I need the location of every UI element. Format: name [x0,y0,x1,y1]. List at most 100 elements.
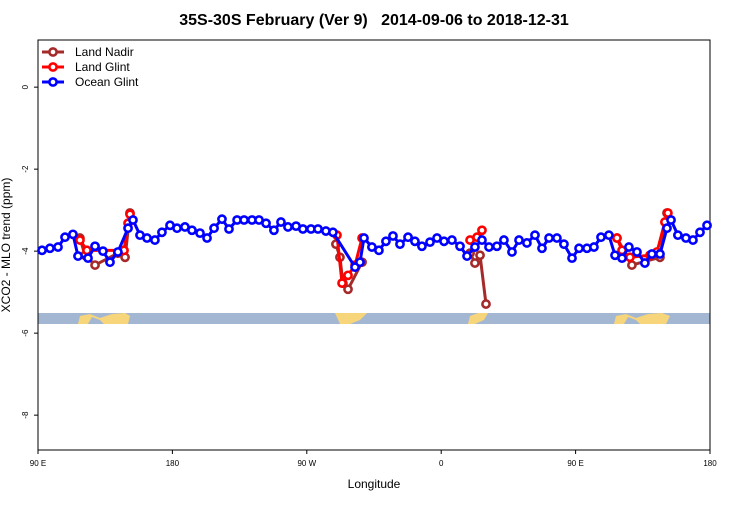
point [666,215,676,225]
point [123,223,133,234]
y-tick-label: -6 [21,329,30,337]
point [142,233,152,243]
y-tick-label: -4 [21,247,30,255]
point [355,257,365,268]
point [195,228,205,239]
point [477,225,487,236]
point [343,270,353,281]
point [261,218,271,229]
point [439,236,449,247]
point [105,257,115,268]
point [313,224,323,234]
point [37,245,47,256]
point [337,278,347,289]
point [269,225,279,236]
point [83,253,93,264]
point [470,242,480,252]
point [90,241,100,252]
point [410,236,420,247]
point [552,233,562,243]
point [530,230,540,241]
point [492,241,502,252]
point [172,223,182,234]
point [672,230,683,241]
map-strip [38,313,710,324]
point [639,258,650,268]
legend-marker [48,47,58,57]
point [499,235,509,245]
point [470,258,480,268]
point [73,251,83,261]
point [112,247,123,257]
point [702,220,712,231]
point [574,243,584,254]
point [544,233,554,243]
point [625,252,635,263]
point [239,215,249,225]
x-tick-label: 90 W [297,459,316,468]
point [209,223,219,234]
point [75,235,85,245]
point [359,233,369,243]
x-tick-label: 90 E [30,459,46,468]
point [388,231,398,241]
x-tick-label: 90 E [567,459,583,468]
point [647,249,657,259]
point [128,215,138,225]
point [45,243,55,254]
point [688,235,698,245]
point [68,229,78,240]
point [596,232,606,243]
point [374,245,384,256]
legend-label: Ocean Glint [75,75,139,89]
x-axis-label: Longitude [348,477,401,491]
point [655,249,665,259]
point [604,230,614,241]
legend-label: Land Nadir [75,45,134,59]
point [98,246,108,257]
point [462,251,472,261]
point [537,243,547,254]
point [559,239,569,250]
point [298,224,308,234]
point [283,222,293,232]
point [276,217,286,227]
chart-title: 35S-30S February (Ver 9) 2014-09-06 to 2… [179,12,569,29]
point [403,232,413,243]
point [589,242,599,252]
point [612,233,622,243]
x-tick-label: 0 [439,459,444,468]
point [624,242,634,252]
point [632,247,642,257]
y-tick-label: 0 [21,84,30,89]
point [53,242,63,252]
plot-frame [37,39,711,451]
point [381,236,391,247]
point [328,227,338,238]
y-tick-label: -8 [21,411,30,419]
point [567,253,577,264]
point [484,242,494,252]
point [455,241,465,252]
point [447,235,457,245]
point [477,235,487,245]
y-axis-label: XCO2 - MLO trend (ppm) [0,178,13,313]
point [481,299,491,309]
point [157,227,167,238]
point [395,239,405,250]
point [626,260,637,270]
point [343,284,353,295]
point [417,241,427,252]
point [150,235,160,245]
x-tick-label: 180 [166,459,180,468]
point [695,227,705,238]
point [187,225,197,236]
y-tick-label: -2 [21,165,30,173]
point [617,253,627,264]
point [662,223,672,234]
point [425,237,435,248]
legend-label: Land Glint [75,60,130,74]
point [475,250,485,261]
legend-marker [48,62,58,72]
